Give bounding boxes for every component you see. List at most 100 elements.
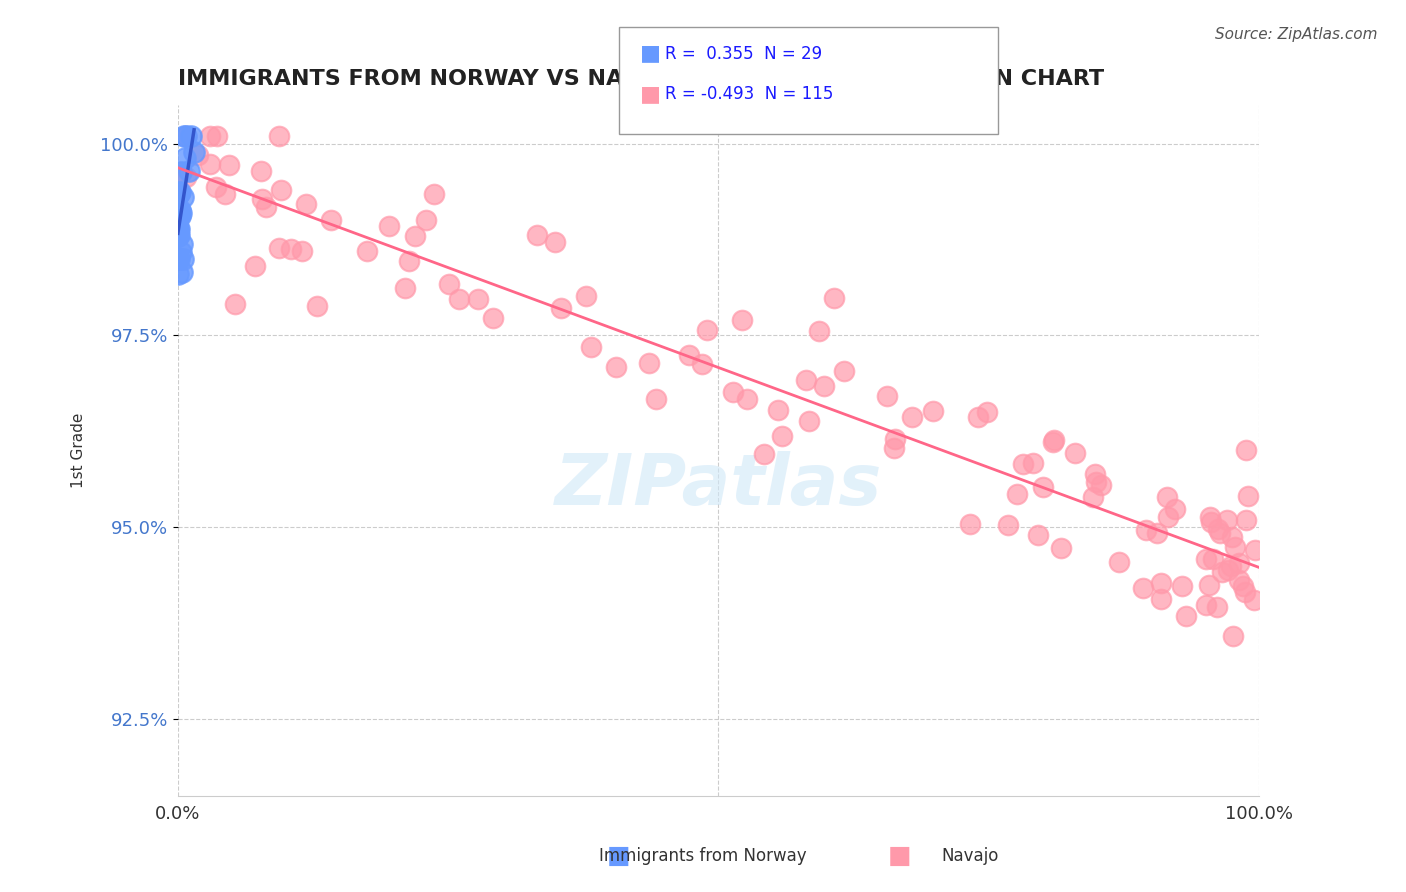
Point <box>167 252 190 267</box>
Point <box>173 129 195 144</box>
Point <box>696 323 718 337</box>
Point <box>1199 515 1222 529</box>
Point <box>447 292 470 306</box>
Point <box>166 251 188 265</box>
Point <box>394 281 416 295</box>
Point <box>770 428 793 442</box>
Point <box>1198 578 1220 592</box>
Point <box>166 188 188 202</box>
Point <box>883 441 905 455</box>
Point <box>187 148 209 162</box>
Point <box>200 156 222 170</box>
Point <box>205 180 228 194</box>
Point <box>180 129 202 144</box>
Point <box>167 186 190 200</box>
Point <box>1175 608 1198 623</box>
Text: ZIPatlas: ZIPatlas <box>554 450 882 519</box>
Point <box>1195 551 1218 566</box>
Point <box>543 235 565 249</box>
Point <box>1171 579 1194 593</box>
Point <box>172 265 194 279</box>
Point <box>207 129 229 144</box>
Point <box>526 228 548 243</box>
Point <box>200 129 222 144</box>
Text: IMMIGRANTS FROM NORWAY VS NAVAJO 1ST GRADE CORRELATION CHART: IMMIGRANTS FROM NORWAY VS NAVAJO 1ST GRA… <box>177 69 1104 88</box>
Point <box>1090 478 1112 492</box>
Point <box>269 241 291 255</box>
Point <box>404 229 426 244</box>
Text: Immigrants from Norway: Immigrants from Norway <box>599 847 807 865</box>
Point <box>170 206 193 220</box>
Point <box>183 145 205 159</box>
Point <box>166 267 188 281</box>
Point <box>752 447 775 461</box>
Point <box>176 129 198 144</box>
Point <box>224 296 246 310</box>
Point <box>1163 502 1185 516</box>
Point <box>1146 526 1168 541</box>
Point <box>166 220 188 235</box>
Point <box>177 164 200 178</box>
Point <box>166 207 188 221</box>
Point <box>1223 540 1246 554</box>
Point <box>922 404 945 418</box>
Point <box>1211 565 1233 579</box>
Point <box>1032 479 1054 493</box>
Point <box>832 364 855 378</box>
Point <box>1243 543 1265 558</box>
Point <box>1026 528 1049 542</box>
Text: R = -0.493  N = 115: R = -0.493 N = 115 <box>665 85 834 103</box>
Text: ■: ■ <box>607 845 630 868</box>
Point <box>678 348 700 362</box>
Point <box>1011 457 1033 471</box>
Point <box>1237 489 1260 503</box>
Point <box>1084 467 1107 481</box>
Point <box>967 409 990 424</box>
Point <box>378 219 401 233</box>
Point <box>172 252 194 266</box>
Point <box>1234 443 1257 458</box>
Point <box>295 197 318 211</box>
Point <box>305 300 328 314</box>
Point <box>172 190 194 204</box>
Point <box>172 237 194 252</box>
Point <box>579 340 602 354</box>
Point <box>1156 490 1178 504</box>
Point <box>170 165 193 179</box>
Point <box>398 254 420 268</box>
Point <box>901 410 924 425</box>
Point <box>1042 435 1064 450</box>
Point <box>169 210 191 224</box>
Point <box>637 356 659 370</box>
Point <box>170 245 193 260</box>
Point <box>250 163 273 178</box>
Point <box>1234 584 1257 599</box>
Point <box>605 359 627 374</box>
Point <box>169 185 191 199</box>
Point <box>218 158 240 172</box>
Point <box>269 129 291 144</box>
Point <box>1206 600 1229 615</box>
Point <box>1215 513 1237 527</box>
Point <box>1232 579 1254 593</box>
Text: ■: ■ <box>640 84 661 103</box>
Point <box>1220 558 1243 573</box>
Point <box>169 202 191 217</box>
Point <box>174 151 197 165</box>
Point <box>550 301 572 316</box>
Point <box>250 193 273 207</box>
Point <box>731 312 754 326</box>
Point <box>1149 591 1171 606</box>
Point <box>884 432 907 446</box>
Point <box>1220 529 1243 543</box>
Point <box>1050 541 1073 555</box>
Point <box>813 378 835 392</box>
Text: R =  0.355  N = 29: R = 0.355 N = 29 <box>665 45 823 62</box>
Point <box>170 165 193 179</box>
Point <box>1081 490 1104 504</box>
Point <box>1135 523 1157 537</box>
Point <box>766 403 789 417</box>
Point <box>794 373 817 387</box>
Point <box>690 357 713 371</box>
Point <box>1005 487 1028 501</box>
